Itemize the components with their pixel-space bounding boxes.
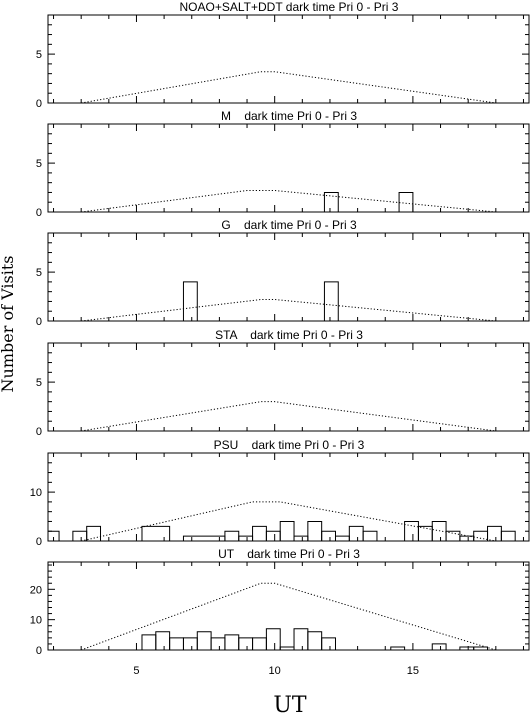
y-tick-label: 20 [30,584,42,596]
panel-frame [47,123,530,213]
histogram-bar [86,525,102,541]
histogram-bar [334,535,350,541]
histogram-bar [323,191,339,212]
panel-4: 0 5 STA dark time Pri 0 - Pri 3 [36,328,530,438]
histogram-bar [390,646,406,650]
histogram-bar [417,525,433,541]
curve-line [81,298,496,322]
curve-line [80,582,496,651]
panel-title: STA dark time Pri 0 - Pri 3 [215,328,363,342]
y-tick-label: 5 [36,158,42,170]
histogram-bar [252,637,267,650]
histogram-bar [210,637,226,650]
y-tick-label: 10 [30,487,42,499]
x-tick-label: 15 [407,665,419,677]
curve-line [81,189,496,213]
panel-1: 0 5 NOAO+SALT+DDT dark time Pri 0 - Pri 3 [36,0,530,110]
histogram-bar [431,643,447,650]
panel-frame [47,14,530,104]
panel-2: 0 5 M dark time Pri 0 - Pri 3 [36,109,530,219]
histogram-bar [321,530,336,541]
x-tick-label: 10 [269,665,281,677]
histogram-bar [252,525,267,541]
histogram-bar [141,634,157,650]
y-tick-label: 0 [36,426,42,438]
panel-title: UT dark time Pri 0 - Pri 3 [218,547,360,561]
panel-frame [47,232,530,322]
y-tick-label: 5 [36,267,42,279]
y-tick-label: 0 [36,536,42,548]
panel-frame [47,561,530,651]
panel-frame [47,342,530,432]
histogram-bar [265,628,281,650]
histogram-bar [169,637,184,650]
curve-line [81,71,496,104]
histogram-bar [279,520,295,541]
histogram-bar [445,530,461,541]
panel-title: G dark time Pri 0 - Pri 3 [221,218,357,232]
histogram-bar [293,535,309,541]
y-tick-label: 0 [36,207,42,219]
histogram-bar [473,646,489,650]
panel-title: PSU dark time Pri 0 - Pri 3 [214,438,365,452]
x-axis-tick-labels: 5 10 15 [133,665,419,677]
histogram-bar [323,281,339,321]
histogram-bar [404,520,419,541]
y-tick-label: 5 [36,377,42,389]
panel-3: 0 5 G dark time Pri 0 - Pri 3 [36,218,530,328]
x-tick-label: 5 [133,665,139,677]
histogram-bar [182,637,198,650]
histogram-bar [155,631,171,650]
histogram-bar [238,637,254,650]
histogram-bar [182,535,226,541]
panel-title: NOAO+SALT+DDT dark time Pri 0 - Pri 3 [180,0,399,14]
panel-frame [47,452,530,542]
histogram-bar [196,631,212,650]
histogram-bar [224,530,240,541]
y-tick-label: 10 [30,615,42,627]
histogram-bar [362,530,378,541]
x-axis-label: UT [273,693,307,716]
histogram-bar [473,530,489,541]
curve-line [81,401,496,432]
y-tick-label: 5 [36,49,42,61]
histogram-bar [224,634,240,650]
y-tick-label: 0 [36,316,42,328]
histogram-bar [307,631,323,650]
histogram-bar [487,525,502,541]
panel-6: 0 10 20 UT dark time Pri 0 - Pri 3 [30,547,530,657]
y-axis-label: Number of Visits [0,256,17,393]
histogram-bar [47,530,60,541]
panel-5: 0 10 PSU dark time Pri 0 - Pri 3 [30,438,530,548]
histogram-bar [459,535,475,541]
histogram-bar [293,628,309,650]
histogram-bar [141,525,171,541]
histogram-bar [307,520,323,541]
histogram-bar [182,281,198,321]
panel-title: M dark time Pri 0 - Pri 3 [221,109,357,123]
histogram-bar [348,525,364,541]
curve-line [81,501,496,542]
histogram-bar [72,530,88,541]
histogram-bar [321,637,336,650]
y-tick-label: 0 [36,98,42,110]
histogram-bar [238,535,254,541]
histogram-bar [398,191,414,212]
histogram-bar [265,530,281,541]
y-tick-label: 0 [36,645,42,657]
histogram-bar [500,530,516,541]
